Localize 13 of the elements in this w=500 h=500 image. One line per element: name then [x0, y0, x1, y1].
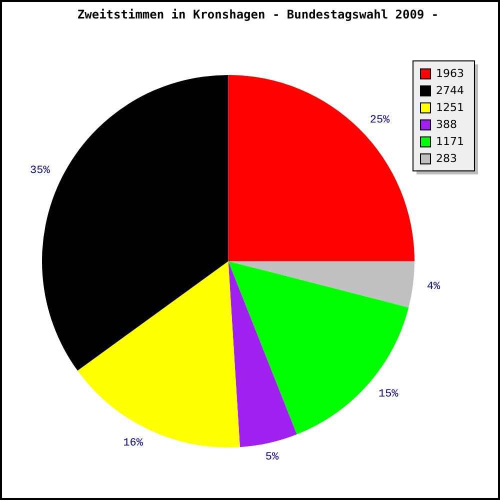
legend-label: 1963	[436, 66, 464, 80]
data-label: 5%	[265, 452, 279, 464]
data-label: 25%	[370, 114, 390, 127]
chart-title: Zweitstimmen in Kronshagen - Bundestagswahl 2009 -	[77, 7, 439, 22]
data-label: 15%	[378, 388, 399, 401]
legend-label: 1251	[436, 100, 464, 114]
legend-label: 2744	[436, 84, 464, 97]
data-label: 35%	[30, 165, 50, 178]
data-label: 4%	[426, 281, 441, 294]
data-label: 16%	[123, 437, 144, 450]
legend-label: 388	[436, 118, 458, 131]
legend-label: 1171	[436, 134, 464, 148]
legend-label: 283	[436, 152, 458, 165]
